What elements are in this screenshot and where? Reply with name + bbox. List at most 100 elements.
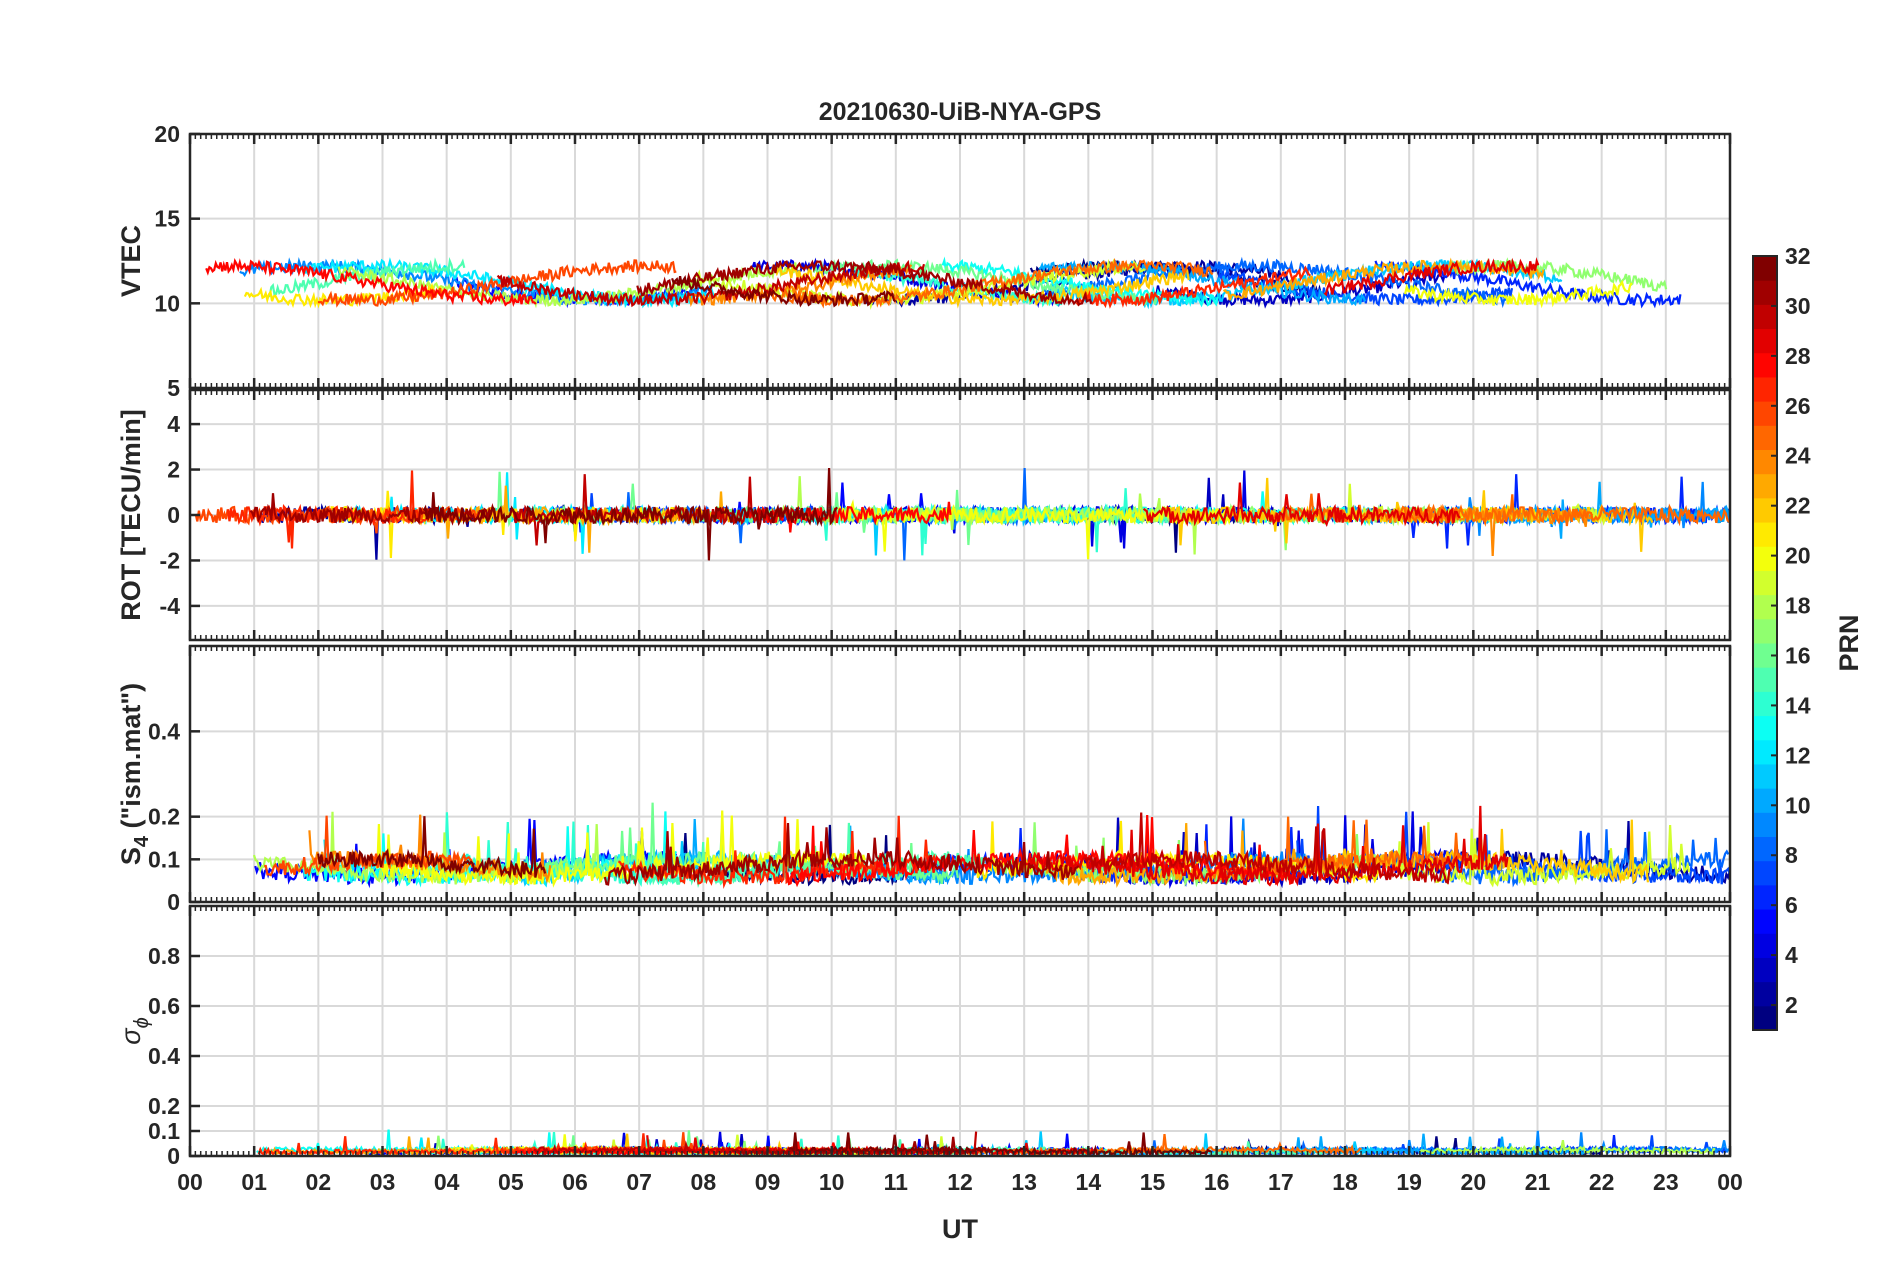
colorbar-tick-label: 18 <box>1785 593 1811 619</box>
x-tick-label: 16 <box>1204 1169 1230 1195</box>
colorbar-swatch <box>1753 376 1777 402</box>
colorbar-tick-label: 4 <box>1785 942 1798 968</box>
series-prn-31 <box>636 258 1093 307</box>
colorbar-swatch <box>1753 618 1777 644</box>
series-prn-27 <box>1075 265 1311 309</box>
y-tick-label: 0.1 <box>148 1118 180 1144</box>
series-prn-32 <box>788 1132 1212 1156</box>
series-prn-19 <box>695 258 1146 310</box>
panel-1: -4 -2 0 2 4 ROT [TECU/min] <box>116 388 1732 642</box>
series-group <box>252 802 1730 890</box>
y-axis-label: VTEC <box>116 225 146 297</box>
y-tick-label: 5 <box>167 375 180 401</box>
y-tick-label: -2 <box>160 547 180 573</box>
colorbar-swatch <box>1753 812 1777 837</box>
colorbar-swatch <box>1753 957 1777 983</box>
series-prn-20 <box>1404 279 1633 309</box>
series-prn-32 <box>671 275 897 308</box>
series-prn-27 <box>226 470 430 549</box>
y-tick-label: 0.4 <box>148 1043 180 1069</box>
colorbar-tick-label: 8 <box>1785 842 1798 868</box>
colorbar-swatch <box>1753 570 1777 596</box>
series-prn-29 <box>1142 482 1461 528</box>
y-tick-label: 10 <box>154 290 180 316</box>
series-prn-32 <box>422 467 838 561</box>
colorbar-swatch <box>1753 497 1777 523</box>
colorbar-swatch <box>1753 594 1777 620</box>
x-tick-label: 04 <box>434 1169 460 1195</box>
y-tick-label: 0.2 <box>148 804 180 830</box>
colorbar-tick-label: 12 <box>1785 742 1811 768</box>
series-group <box>256 1129 1730 1156</box>
y-tick-label: 4 <box>167 411 180 437</box>
x-tick-label: 12 <box>947 1169 973 1195</box>
colorbar-tick-label: 20 <box>1785 543 1811 569</box>
colorbar-label: PRN <box>1834 614 1864 671</box>
colorbar-swatch <box>1753 449 1777 475</box>
y-tick-label: -4 <box>160 593 181 619</box>
x-tick-label: 09 <box>755 1169 781 1195</box>
series-prn-30 <box>1084 812 1452 885</box>
series-group <box>205 256 1682 310</box>
colorbar-swatch <box>1753 1005 1777 1031</box>
x-tick-label: 14 <box>1076 1169 1102 1195</box>
colorbar-swatch <box>1753 691 1777 717</box>
colorbar-swatch <box>1753 280 1777 305</box>
x-tick-label: 02 <box>306 1169 332 1195</box>
colorbar-tick-label: 22 <box>1785 493 1811 519</box>
y-axis-label: ROT [TECU/min] <box>116 409 146 620</box>
x-tick-label: 01 <box>241 1169 267 1195</box>
y-tick-label: 20 <box>154 121 180 147</box>
colorbar-swatch <box>1753 304 1777 330</box>
chart-title: 20210630-UiB-NYA-GPS <box>819 98 1102 126</box>
panel-0: 5 10 15 20 VTEC <box>116 121 1732 401</box>
colorbar-tick-label: 26 <box>1785 393 1811 419</box>
colorbar-tick-label: 6 <box>1785 892 1798 918</box>
x-tick-label: 03 <box>370 1169 396 1195</box>
y-tick-label: 0 <box>167 502 180 528</box>
colorbar-swatch <box>1753 909 1777 934</box>
colorbar-tick-label: 16 <box>1785 642 1811 668</box>
series-group <box>194 467 1730 561</box>
series-prn-30 <box>511 474 814 546</box>
x-tick-label: 23 <box>1653 1169 1679 1195</box>
colorbar-tick-label: 24 <box>1785 443 1811 469</box>
colorbar-swatch <box>1753 715 1777 741</box>
colorbar-swatch <box>1753 836 1777 862</box>
x-tick-label: 07 <box>626 1169 652 1195</box>
x-tick-label: 08 <box>691 1169 717 1195</box>
colorbar-swatch <box>1753 256 1777 281</box>
colorbar-tick-label: 14 <box>1785 692 1811 718</box>
series-prn-32 <box>317 816 547 880</box>
colorbar-swatch <box>1753 933 1777 958</box>
colorbar-swatch <box>1753 473 1777 499</box>
x-axis-label: UT <box>942 1214 978 1244</box>
x-tick-label: 06 <box>562 1169 588 1195</box>
x-tick-label: 10 <box>819 1169 845 1195</box>
x-tick-label: 15 <box>1140 1169 1166 1195</box>
colorbar-swatch <box>1753 667 1777 692</box>
panel-2: 0 0.1 0.2 0.4S4 ("ism.mat") <box>116 644 1732 915</box>
x-tick-label: 22 <box>1589 1169 1615 1195</box>
x-tick-label: 21 <box>1525 1169 1551 1195</box>
series-prn-21 <box>317 490 676 559</box>
x-tick-label: 19 <box>1396 1169 1422 1195</box>
y-tick-label: 0.4 <box>148 718 180 744</box>
x-tick-label: 00 <box>177 1169 203 1195</box>
series-prn-29 <box>1029 805 1509 887</box>
colorbar-tick-label: 32 <box>1785 243 1811 269</box>
colorbar-swatch <box>1753 860 1777 886</box>
panel-3: 00.10.2 0.4 0.6 0.8 σϕ <box>116 904 1732 1169</box>
y-tick-label: 0 <box>167 889 180 915</box>
x-tick-label: 18 <box>1332 1169 1358 1195</box>
colorbar-swatch <box>1753 328 1777 354</box>
colorbar-swatch <box>1753 522 1777 547</box>
colorbar-tick-label: 2 <box>1785 992 1798 1018</box>
series-prn-28 <box>205 257 537 307</box>
x-tick-label: 17 <box>1268 1169 1294 1195</box>
colorbar-frame <box>1752 255 1778 1031</box>
colorbar-swatch <box>1753 739 1777 765</box>
colorbar-swatch <box>1753 546 1777 571</box>
